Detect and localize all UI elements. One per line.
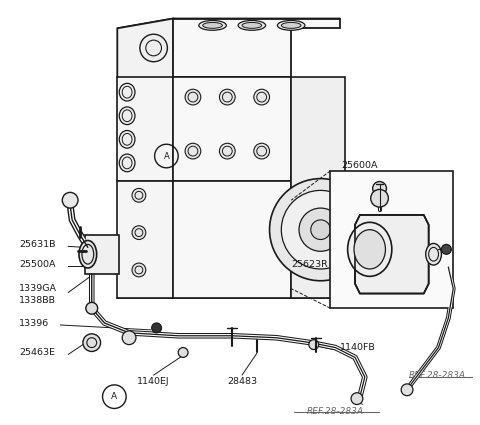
Circle shape bbox=[83, 334, 101, 351]
Text: 1140EJ: 1140EJ bbox=[137, 377, 170, 386]
Circle shape bbox=[152, 323, 161, 333]
Ellipse shape bbox=[79, 241, 96, 268]
Circle shape bbox=[178, 348, 188, 357]
Text: 39220G: 39220G bbox=[402, 210, 440, 219]
Text: 13396: 13396 bbox=[19, 318, 49, 328]
Circle shape bbox=[122, 331, 136, 345]
Text: 25463E: 25463E bbox=[19, 348, 55, 357]
Text: 25631B: 25631B bbox=[19, 240, 56, 249]
Text: 25600A: 25600A bbox=[342, 162, 378, 170]
Text: 1140FB: 1140FB bbox=[340, 343, 376, 352]
Ellipse shape bbox=[426, 244, 442, 265]
Text: 25500A: 25500A bbox=[19, 260, 56, 269]
Text: REF.28-283A: REF.28-283A bbox=[307, 407, 364, 416]
Polygon shape bbox=[291, 77, 345, 298]
Circle shape bbox=[309, 340, 319, 349]
Text: A: A bbox=[111, 392, 118, 401]
Circle shape bbox=[62, 193, 78, 208]
Text: 1140FZ: 1140FZ bbox=[416, 245, 452, 254]
Ellipse shape bbox=[281, 23, 301, 28]
Circle shape bbox=[254, 143, 270, 159]
Circle shape bbox=[372, 181, 386, 196]
Ellipse shape bbox=[242, 23, 262, 28]
Text: 28483: 28483 bbox=[227, 377, 257, 386]
Ellipse shape bbox=[203, 23, 222, 28]
Ellipse shape bbox=[199, 20, 227, 30]
Polygon shape bbox=[117, 77, 173, 181]
Text: A: A bbox=[164, 152, 169, 161]
Text: 25620A: 25620A bbox=[353, 284, 390, 293]
Circle shape bbox=[254, 89, 270, 105]
Ellipse shape bbox=[119, 130, 135, 148]
Circle shape bbox=[299, 208, 342, 251]
Text: 25623R: 25623R bbox=[292, 260, 328, 269]
Polygon shape bbox=[173, 181, 291, 298]
Ellipse shape bbox=[119, 83, 135, 101]
Circle shape bbox=[281, 190, 360, 269]
Polygon shape bbox=[117, 19, 173, 87]
Ellipse shape bbox=[277, 20, 305, 30]
Polygon shape bbox=[117, 19, 340, 28]
Circle shape bbox=[219, 89, 235, 105]
Ellipse shape bbox=[119, 154, 135, 172]
Ellipse shape bbox=[348, 222, 392, 276]
Circle shape bbox=[371, 190, 388, 207]
Circle shape bbox=[185, 143, 201, 159]
Circle shape bbox=[140, 34, 168, 62]
Ellipse shape bbox=[119, 107, 135, 125]
Polygon shape bbox=[173, 19, 340, 77]
Polygon shape bbox=[173, 77, 291, 181]
Text: 1339GA: 1339GA bbox=[19, 284, 57, 293]
Circle shape bbox=[219, 143, 235, 159]
Circle shape bbox=[86, 302, 97, 314]
Circle shape bbox=[442, 244, 451, 254]
Text: 1338BB: 1338BB bbox=[19, 296, 56, 305]
Circle shape bbox=[401, 384, 413, 396]
Polygon shape bbox=[117, 181, 173, 298]
Circle shape bbox=[132, 226, 146, 240]
Circle shape bbox=[132, 263, 146, 277]
Circle shape bbox=[311, 220, 330, 240]
Circle shape bbox=[185, 89, 201, 105]
Ellipse shape bbox=[238, 20, 265, 30]
Circle shape bbox=[351, 393, 363, 405]
Polygon shape bbox=[85, 235, 119, 274]
Polygon shape bbox=[330, 171, 453, 308]
Circle shape bbox=[132, 188, 146, 202]
Circle shape bbox=[270, 178, 372, 281]
Polygon shape bbox=[355, 215, 429, 294]
Ellipse shape bbox=[354, 230, 385, 269]
Text: REF.28-283A: REF.28-283A bbox=[409, 371, 466, 380]
